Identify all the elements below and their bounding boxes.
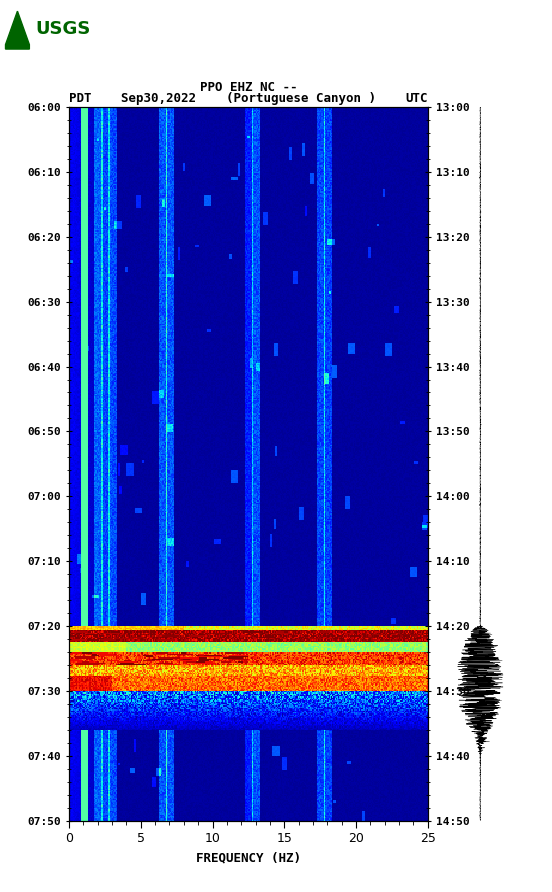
- X-axis label: FREQUENCY (HZ): FREQUENCY (HZ): [196, 851, 301, 864]
- Text: Sep30,2022    (Portuguese Canyon ): Sep30,2022 (Portuguese Canyon ): [121, 92, 376, 105]
- Text: USGS: USGS: [35, 20, 91, 38]
- Text: PPO EHZ NC --: PPO EHZ NC --: [200, 80, 297, 94]
- Polygon shape: [6, 12, 29, 49]
- Text: PDT: PDT: [69, 92, 92, 105]
- Text: UTC: UTC: [405, 92, 428, 105]
